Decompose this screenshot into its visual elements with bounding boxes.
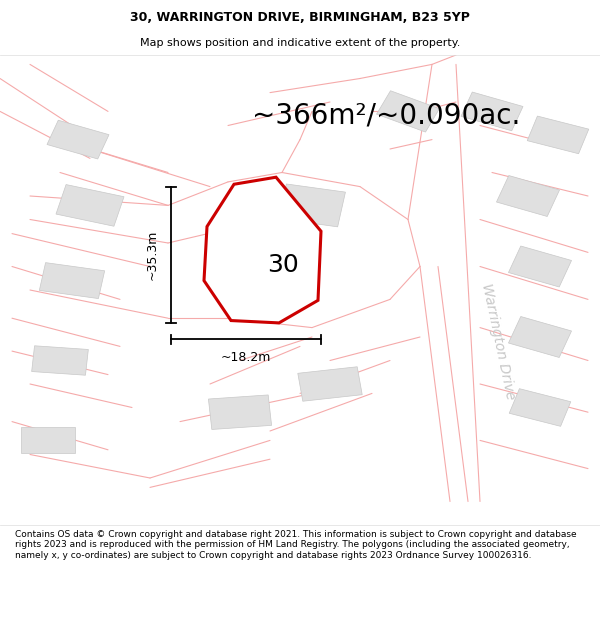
Polygon shape	[278, 184, 346, 227]
Text: 30, WARRINGTON DRIVE, BIRMINGHAM, B23 5YP: 30, WARRINGTON DRIVE, BIRMINGHAM, B23 5Y…	[130, 11, 470, 24]
Polygon shape	[298, 367, 362, 401]
Polygon shape	[208, 395, 272, 429]
Polygon shape	[508, 316, 572, 357]
Polygon shape	[527, 116, 589, 154]
Text: ~18.2m: ~18.2m	[221, 351, 271, 364]
Text: 30: 30	[267, 253, 299, 277]
Polygon shape	[509, 389, 571, 426]
Text: ~35.3m: ~35.3m	[146, 229, 159, 280]
Polygon shape	[204, 177, 321, 323]
Polygon shape	[47, 120, 109, 159]
Text: Warrington Drive: Warrington Drive	[479, 282, 517, 401]
Text: Map shows position and indicative extent of the property.: Map shows position and indicative extent…	[140, 39, 460, 49]
Polygon shape	[508, 246, 572, 287]
Polygon shape	[21, 428, 75, 453]
Polygon shape	[496, 176, 560, 216]
Polygon shape	[461, 92, 523, 131]
Polygon shape	[32, 346, 88, 375]
Polygon shape	[40, 262, 104, 299]
Text: Contains OS data © Crown copyright and database right 2021. This information is : Contains OS data © Crown copyright and d…	[15, 530, 577, 560]
Polygon shape	[56, 184, 124, 226]
Polygon shape	[377, 91, 439, 132]
Text: ~366m²/~0.090ac.: ~366m²/~0.090ac.	[252, 102, 520, 130]
